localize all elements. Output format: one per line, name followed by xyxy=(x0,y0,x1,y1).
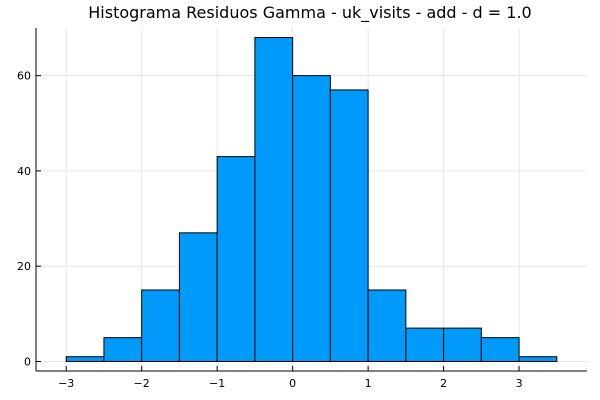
histogram-bar xyxy=(480,337,520,362)
histogram-bar xyxy=(518,356,558,362)
y-tick-label: 60 xyxy=(17,70,31,83)
histogram-bar xyxy=(292,75,331,362)
histogram-bar xyxy=(367,289,407,362)
histogram-bar xyxy=(329,89,369,362)
y-tick-label: 0 xyxy=(24,355,31,368)
histogram-bar xyxy=(254,37,294,362)
histogram-bar xyxy=(141,289,180,362)
y-tick-label: 40 xyxy=(17,165,31,178)
chart-title: Histograma Residuos Gamma - uk_visits - … xyxy=(88,3,531,23)
x-tick-label: 3 xyxy=(516,377,523,390)
axis-layer: −3 −2 −1 0 1 2 3 0 20 40 60 xyxy=(17,28,587,390)
histogram-bar xyxy=(103,337,143,362)
x-tick-label: 2 xyxy=(440,377,447,390)
histogram-bar xyxy=(65,356,105,362)
x-tick-label: 0 xyxy=(289,377,296,390)
histogram-bar xyxy=(216,156,256,362)
y-tick-label: 20 xyxy=(17,260,31,273)
histogram-bar xyxy=(405,327,445,362)
histogram-bar xyxy=(178,232,218,362)
bar-layer xyxy=(65,37,558,362)
histogram-bar xyxy=(443,327,482,362)
x-tick-label: 1 xyxy=(365,377,372,390)
x-tick-label: −3 xyxy=(58,377,74,390)
x-tick-label: −1 xyxy=(209,377,225,390)
x-tick-label: −2 xyxy=(134,377,150,390)
